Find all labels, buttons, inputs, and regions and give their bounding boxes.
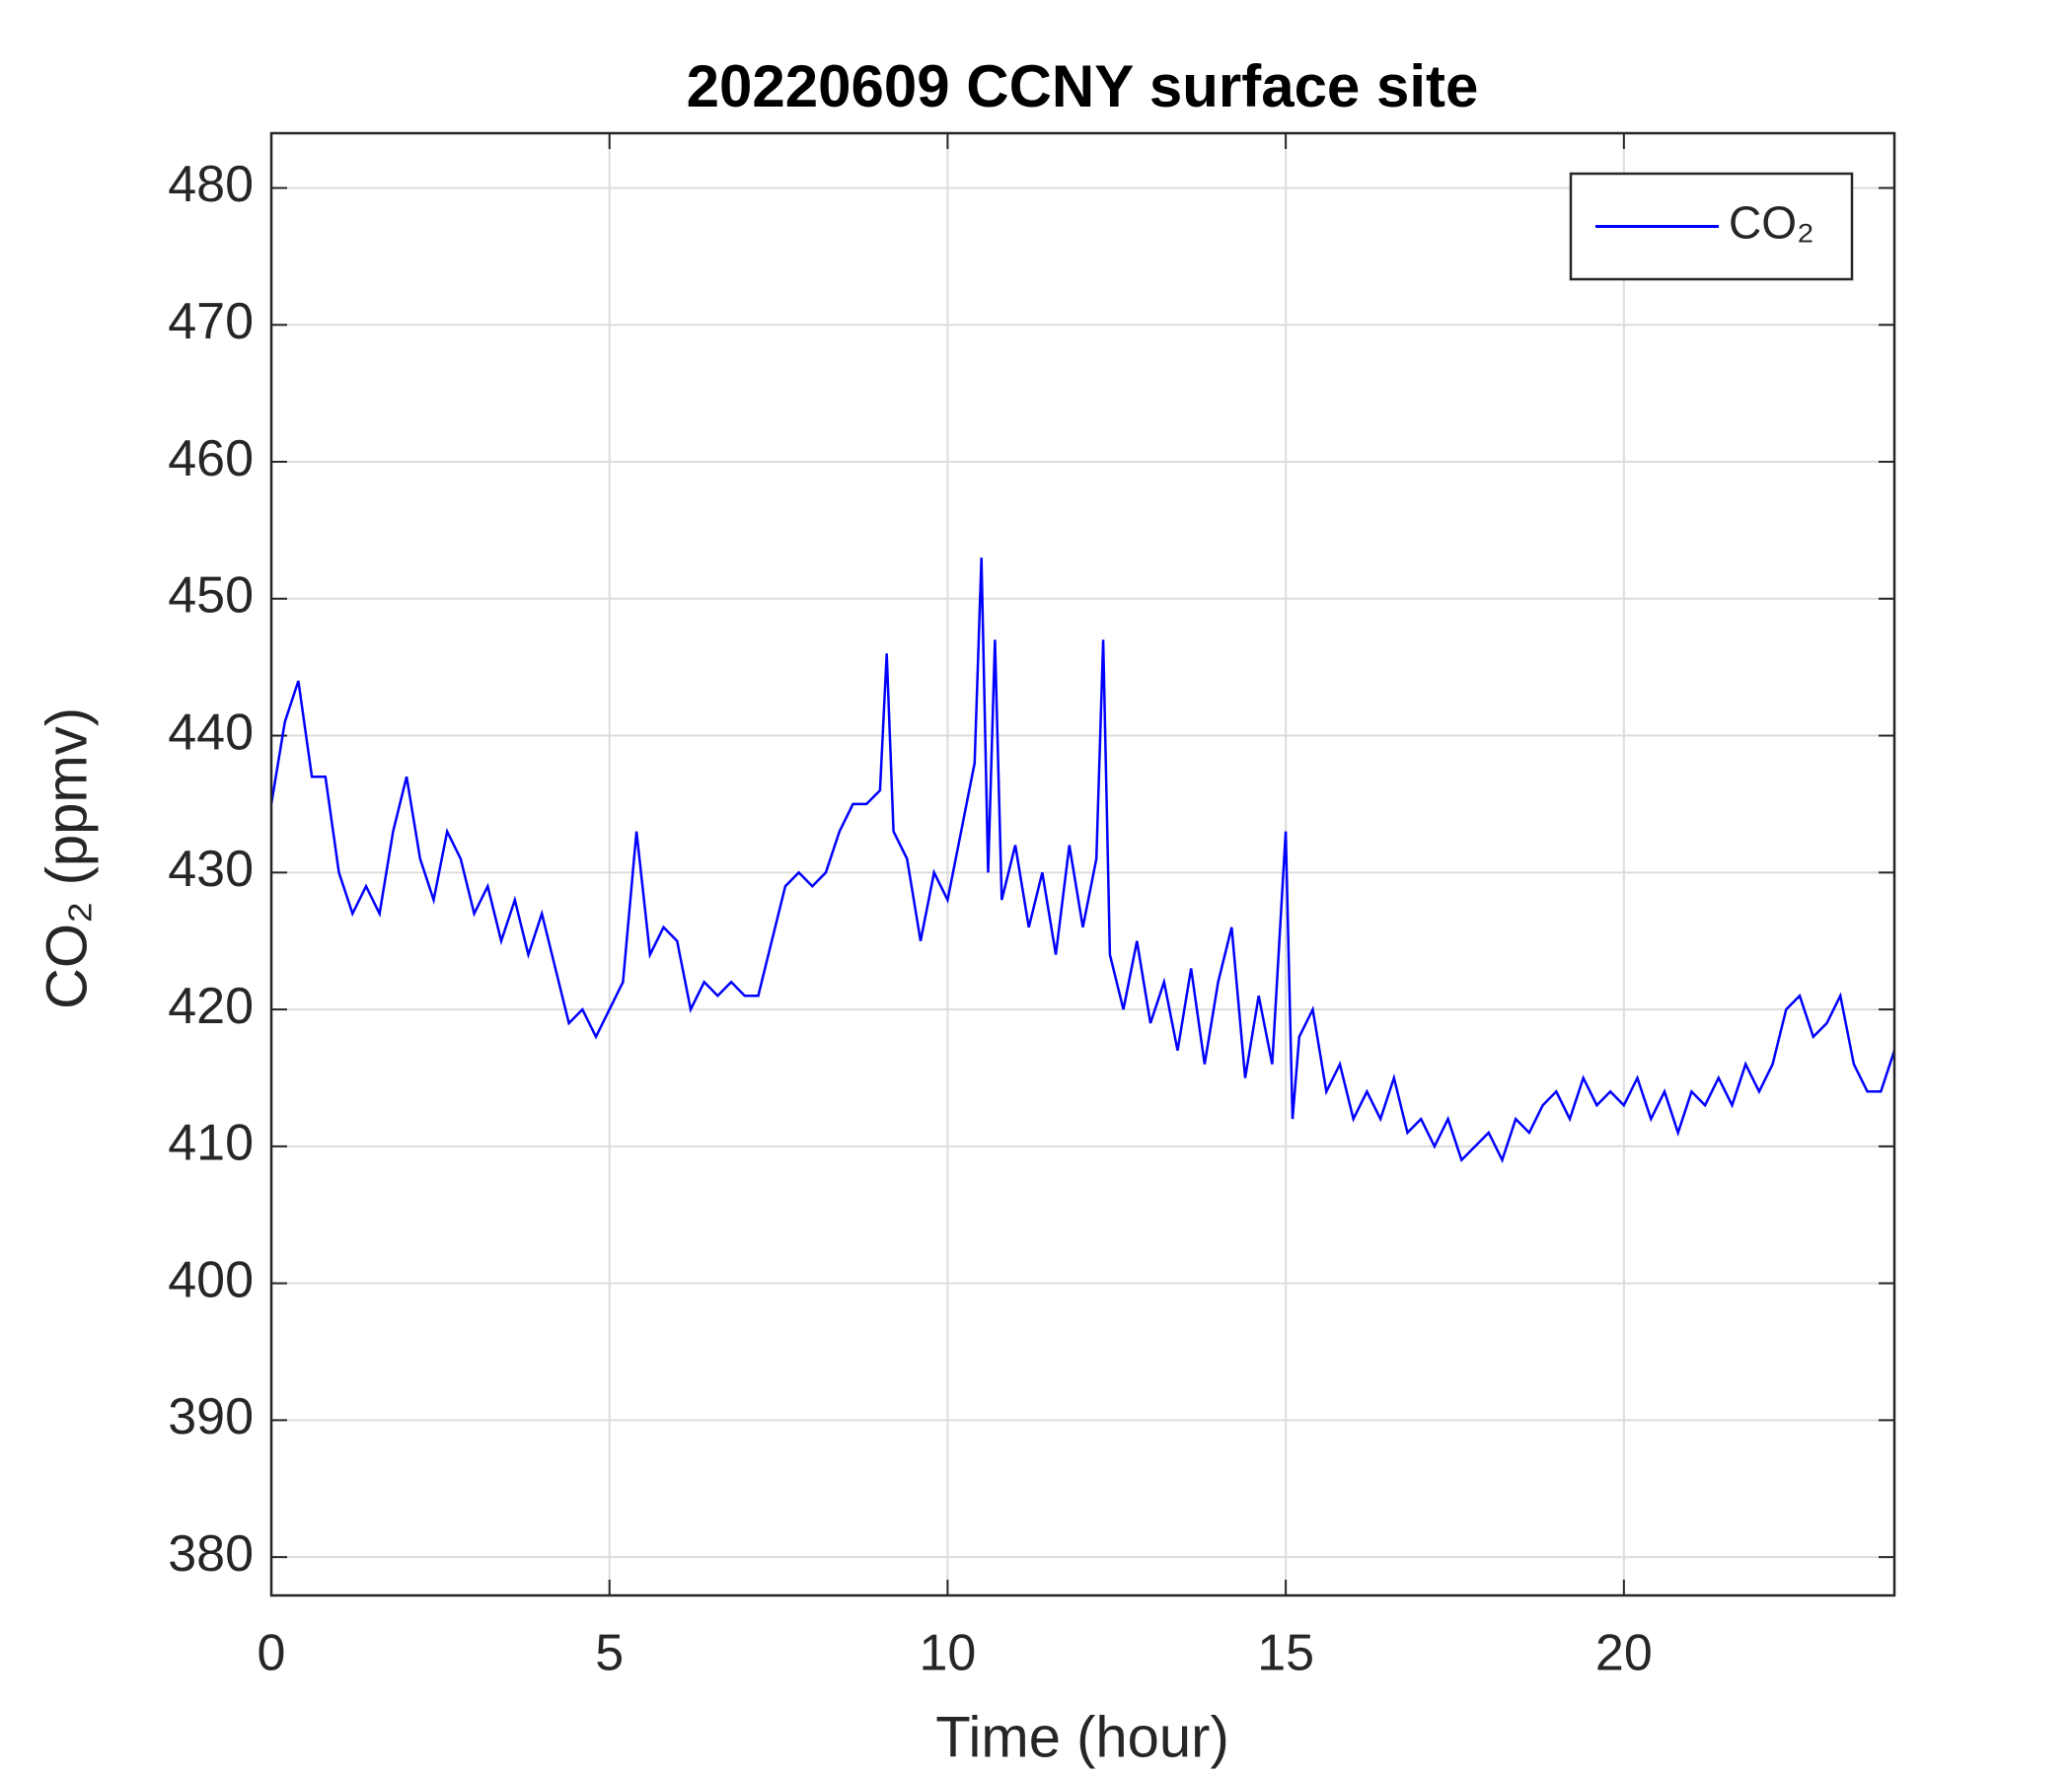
x-axis-label: Time (hour): [935, 1705, 1229, 1769]
y-tick-label: 460: [168, 430, 254, 487]
y-tick-label: 400: [168, 1251, 254, 1308]
x-tick-label: 0: [258, 1625, 286, 1682]
y-tick-label: 380: [168, 1525, 254, 1583]
y-tick-label: 410: [168, 1115, 254, 1172]
y-tick-label: 420: [168, 978, 254, 1035]
x-tick-label: 5: [595, 1625, 624, 1682]
y-axis-label: CO₂ (ppmv): [35, 707, 99, 1009]
y-tick-label: 430: [168, 841, 254, 898]
x-tick-label: 10: [919, 1625, 976, 1682]
data-line: [269, 557, 1896, 1163]
y-tick-label: 450: [168, 567, 254, 625]
x-tick-label: 20: [1595, 1625, 1653, 1682]
axes-box: [269, 131, 1896, 1597]
y-tick-label: 440: [168, 703, 254, 761]
y-tick-label: 390: [168, 1388, 254, 1445]
y-tick-label: 470: [168, 293, 254, 350]
legend-label: CO₂: [1729, 197, 1814, 249]
x-tick-label: 15: [1257, 1625, 1314, 1682]
chart-title: 20220609 CCNY surface site: [687, 53, 1479, 119]
y-tick-label: 480: [168, 156, 254, 213]
